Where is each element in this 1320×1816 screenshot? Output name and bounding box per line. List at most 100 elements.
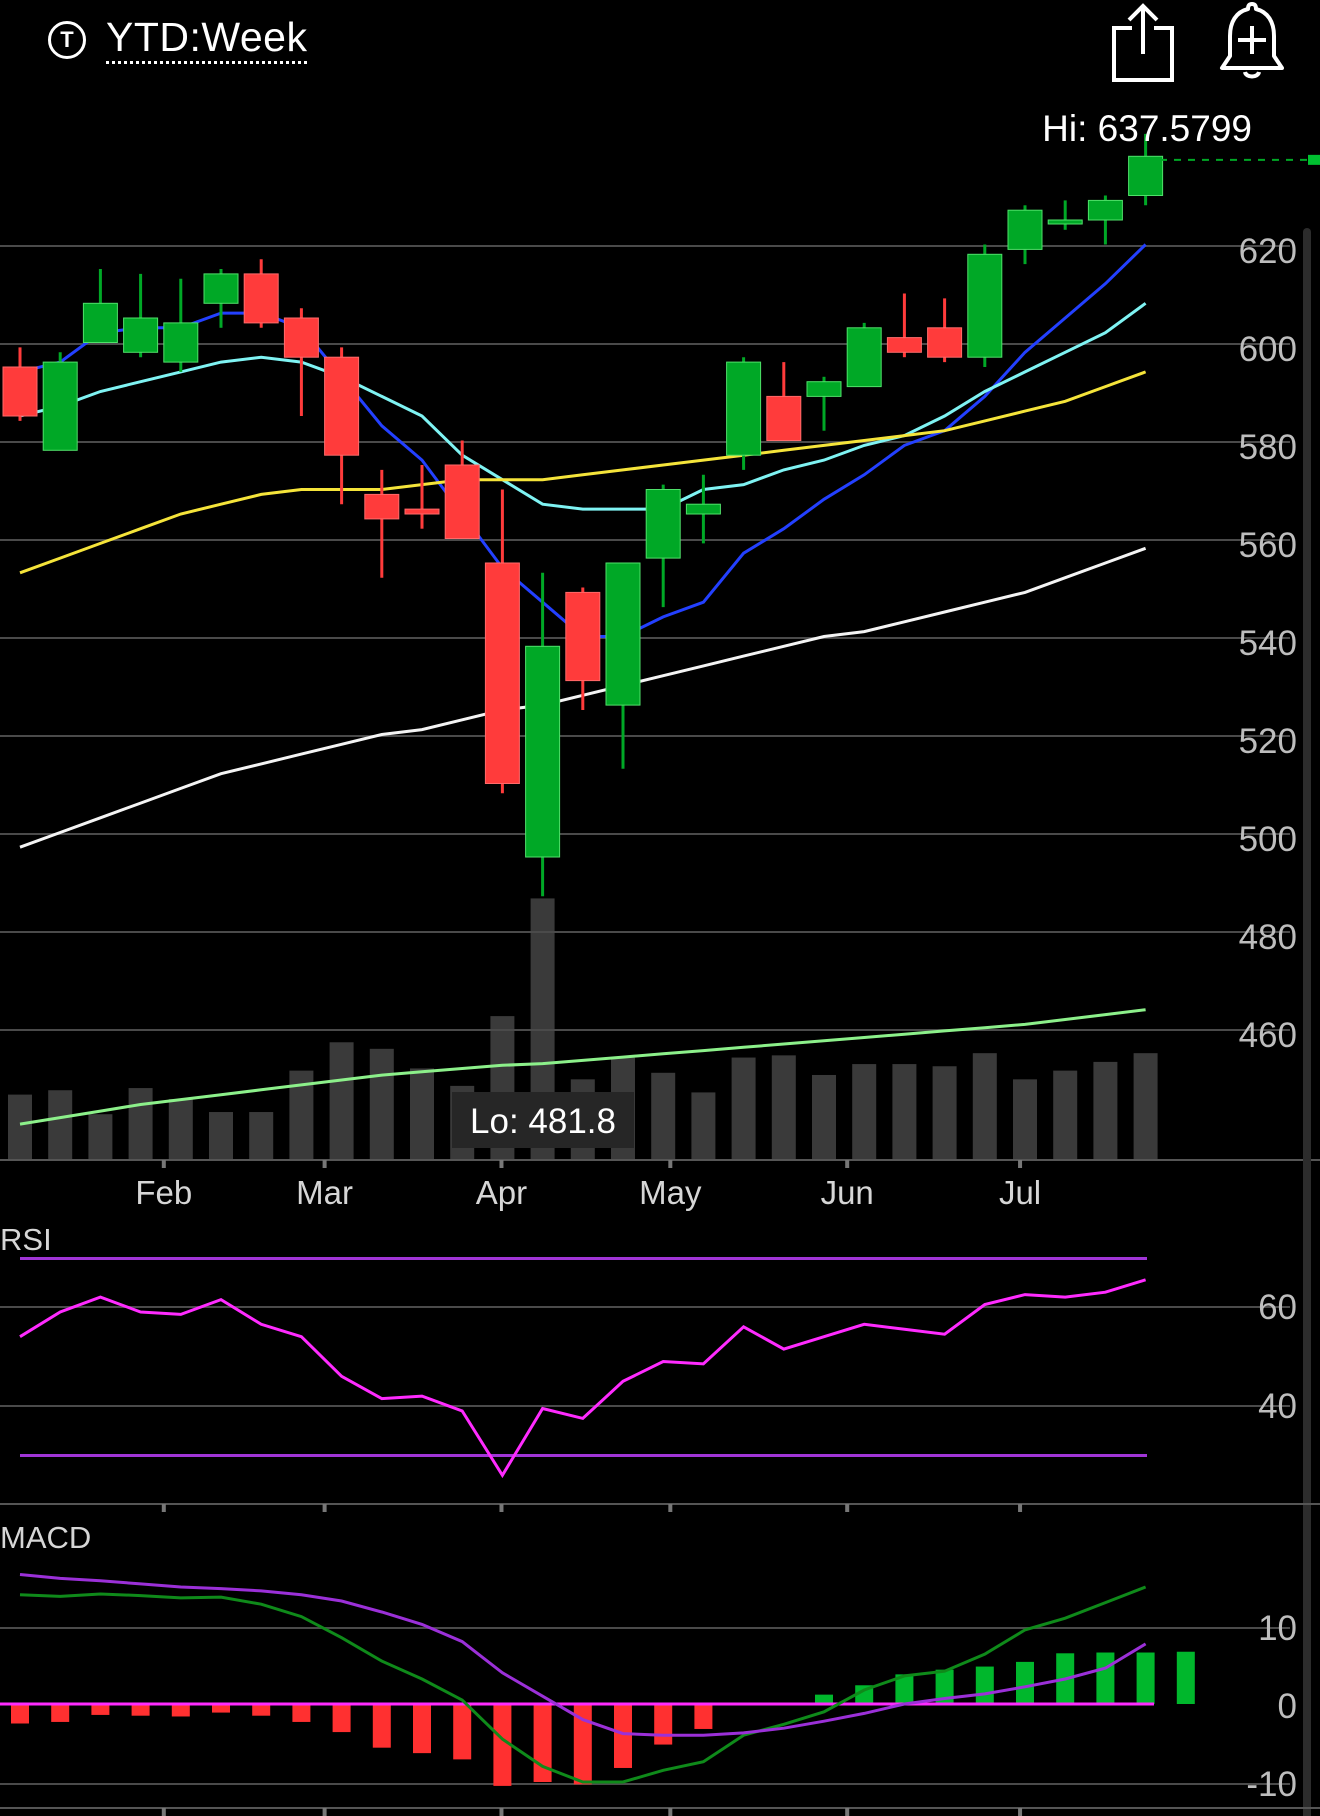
price-axis-label: 480 [1239,918,1297,957]
volume-bar [1013,1079,1037,1160]
macd-histogram-bar [332,1704,351,1733]
macd-histogram-bar [1176,1651,1195,1704]
macd-histogram-bar [171,1704,190,1717]
candle-body [1047,219,1083,225]
macd-histogram-bar [1016,1661,1034,1704]
month-label: Jul [999,1174,1041,1211]
volume-bar [369,1048,394,1160]
volume-bar [691,1092,716,1160]
candle-body [967,253,1003,358]
hi-label: Hi: 637.5799 [1042,108,1252,149]
header-bar: T YTD:Week [0,0,1320,90]
macd-histogram-bar [1096,1652,1115,1704]
volume-bar [972,1053,997,1160]
macd-histogram-bar [413,1704,431,1754]
macd-axis-label: 10 [1258,1609,1297,1648]
volume-bar [1053,1070,1078,1160]
bell-plus-icon [1220,2,1284,79]
month-label: Feb [135,1174,192,1211]
lo-label: Lo: 481.8 [470,1102,616,1141]
month-label: Jun [821,1174,874,1211]
volume-bar [651,1072,676,1160]
volume-bar [852,1064,877,1160]
last-price-marker [1308,154,1320,165]
month-label: Apr [476,1174,527,1211]
candle-body [82,302,118,343]
macd-line [19,1585,1147,1784]
volume-bar [48,1090,73,1160]
rsi-axis-label: 60 [1258,1288,1297,1327]
volume-bar [8,1094,32,1160]
candle-body [766,395,802,441]
candle-body [726,361,762,456]
month-label: May [639,1174,702,1211]
price-axis-label: 460 [1239,1016,1297,1055]
macd-histogram-bar [11,1704,29,1724]
month-label: Mar [296,1174,353,1211]
macd-histogram-bar [654,1704,673,1745]
volume-bar [209,1112,233,1160]
macd-histogram-bar [895,1674,914,1704]
volume-bar [168,1098,193,1160]
volume-bar [249,1112,274,1160]
ticker-icon[interactable]: T [48,21,86,59]
candle-body [1128,155,1164,197]
add-alert-button[interactable] [1216,0,1288,84]
macd-histogram-bar [694,1704,713,1729]
volume-bar [892,1064,917,1160]
candle-body [886,337,922,353]
candle-body [846,327,882,388]
candle-body [444,464,480,539]
macd-axis-label: -10 [1246,1765,1297,1804]
macd-histogram-bar [212,1704,230,1713]
price-axis-label: 600 [1239,330,1297,369]
price-axis-label: 560 [1239,526,1297,565]
moving-average-line [19,302,1147,511]
macd-histogram-bar [131,1704,150,1716]
candle-body [685,503,721,515]
candle-body [645,489,681,559]
rsi-line [19,1278,1147,1479]
price-axis-label: 520 [1239,722,1297,761]
lo-label-bg [452,1092,634,1148]
macd-axis-label: 0 [1278,1687,1297,1726]
volume-bar [812,1074,836,1160]
macd-histogram-bar [935,1669,954,1704]
volume-bar [1133,1053,1158,1160]
macd-histogram-bar [1136,1652,1155,1704]
candle-body [324,356,360,456]
candle-body [123,317,159,353]
volume-bar [329,1042,354,1160]
macd-histogram-bar [614,1704,632,1768]
candle-body [404,508,440,515]
candle-body [42,361,78,451]
rsi-title: RSI [0,1222,52,1257]
share-button[interactable] [1110,2,1176,82]
volume-bar [731,1057,756,1160]
candle-body [364,493,400,520]
macd-histogram-bar [815,1694,833,1704]
volume-bar [771,1055,796,1160]
candle-body [2,366,38,417]
candle-body [1087,199,1123,221]
candle-body [163,322,199,363]
rsi-axis-label: 40 [1258,1387,1297,1426]
share-icon [1112,3,1174,82]
candle-body [806,381,842,397]
macd-histogram-bar [493,1704,512,1786]
volume-bar [410,1068,434,1160]
volume-bar [128,1088,153,1160]
volume-bar [1093,1061,1118,1160]
candle-body [927,327,963,358]
candle-body [484,562,520,784]
candle-body [1007,209,1043,250]
volume-average-line [19,1008,1146,1126]
volume-bar [88,1114,113,1160]
macd-histogram-bar [975,1666,994,1704]
candle-body [243,273,279,324]
range-selector[interactable]: YTD:Week [106,15,308,64]
macd-histogram-bar [91,1704,110,1715]
moving-average-line [19,370,1147,575]
candle-body [283,317,319,358]
